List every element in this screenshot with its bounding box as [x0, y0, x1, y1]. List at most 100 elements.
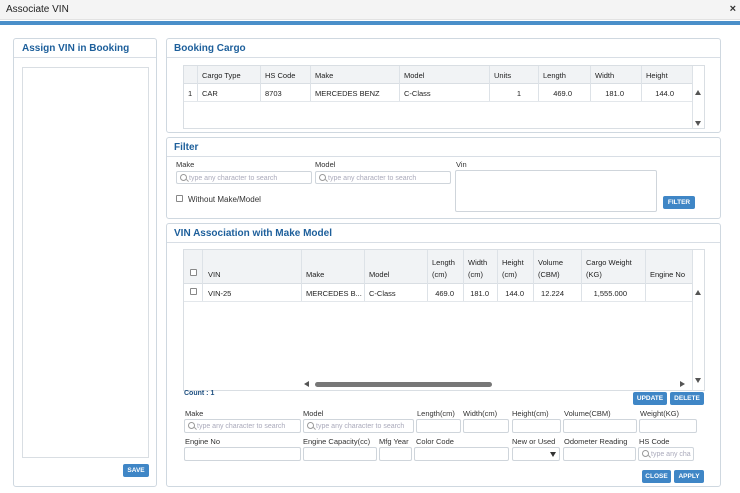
chevron-down-icon	[550, 452, 556, 457]
horizontal-scrollbar-thumb[interactable]	[315, 382, 492, 387]
close-icon[interactable]: ×	[729, 3, 736, 15]
width-input[interactable]	[463, 419, 509, 433]
weight-input[interactable]	[639, 419, 697, 433]
close-button[interactable]: CLOSE	[642, 470, 671, 483]
length-input[interactable]	[416, 419, 461, 433]
height-input[interactable]	[512, 419, 561, 433]
volume-input[interactable]	[563, 419, 637, 433]
select-all-checkbox[interactable]	[190, 269, 197, 276]
height-label: Height(cm)	[512, 409, 549, 418]
booking-cargo-grid: Cargo Type HS Code Make Model Units Leng…	[183, 65, 705, 129]
count-label: Count : 1	[184, 390, 215, 397]
column-header-length[interactable]: Length	[432, 258, 455, 267]
model-label: Model	[315, 160, 336, 169]
search-icon	[642, 450, 649, 457]
column-header-vin[interactable]: VIN	[208, 270, 221, 279]
count-value: 1	[210, 390, 215, 397]
column-header[interactable]: Make	[315, 71, 334, 80]
vin-association-panel: VIN Association with Make Model VIN Make…	[166, 223, 721, 487]
scroll-down-icon[interactable]	[695, 378, 701, 383]
column-header-length-unit: (cm)	[432, 270, 447, 279]
cell-make: MERCEDES BENZ	[315, 89, 380, 98]
odometer-input[interactable]	[563, 447, 636, 461]
cell-height: 144.0	[655, 89, 674, 98]
hs-code-placeholder: type any cha	[651, 451, 691, 458]
column-header[interactable]: Model	[404, 71, 425, 80]
hs-code-label: HS Code	[639, 437, 670, 446]
column-header[interactable]: Length	[543, 71, 566, 80]
column-header-volume[interactable]: Volume	[538, 258, 564, 267]
divider	[167, 242, 720, 243]
apply-button[interactable]: APPLY	[674, 470, 704, 483]
update-button[interactable]: UPDATE	[633, 392, 667, 405]
column-header-height[interactable]: Height	[502, 258, 524, 267]
new-used-select[interactable]	[512, 447, 560, 461]
table-row[interactable]: VIN-25 MERCEDES B... C-Class 469.0 181.0…	[184, 284, 692, 302]
mfg-label: Mfg Year	[379, 437, 409, 446]
cell-model: C-Class	[404, 89, 431, 98]
make-input[interactable]: type any character to search	[184, 419, 301, 433]
without-make-model-checkbox[interactable]	[176, 195, 183, 202]
make-placeholder: type any character to search	[197, 423, 286, 430]
color-input[interactable]	[414, 447, 509, 461]
cell-volume: 12.224	[541, 289, 564, 298]
column-header[interactable]: Cargo Type	[202, 71, 241, 80]
weight-label: Weight(KG)	[640, 409, 680, 418]
model-label: Model	[303, 409, 324, 418]
scroll-up-icon[interactable]	[695, 290, 701, 295]
row-number: 1	[188, 89, 193, 98]
column-header[interactable]: Height	[646, 71, 668, 80]
column-header-height-unit: (cm)	[502, 270, 517, 279]
filter-make-input[interactable]: type any character to search	[176, 171, 312, 184]
window-title: Associate VIN	[6, 4, 69, 15]
scroll-right-icon[interactable]	[680, 381, 685, 387]
column-header-make[interactable]: Make	[306, 270, 325, 279]
window-titlebar: Associate VIN ×	[0, 0, 740, 20]
accent-bar	[0, 21, 740, 25]
column-header-weight-unit: (KG)	[586, 270, 602, 279]
make-label: Make	[185, 409, 204, 418]
mfg-year-input[interactable]	[379, 447, 412, 461]
search-icon	[319, 174, 326, 181]
cell-hs-code: 8703	[265, 89, 282, 98]
engine-input[interactable]	[184, 447, 301, 461]
scroll-left-icon[interactable]	[304, 381, 309, 387]
cell-length: 469.0	[553, 89, 572, 98]
table-row[interactable]: 1 CAR 8703 MERCEDES BENZ C-Class 1 469.0…	[184, 84, 692, 102]
row-checkbox[interactable]	[190, 288, 197, 295]
without-make-model-label: Without Make/Model	[188, 195, 261, 204]
cell-height: 144.0	[505, 289, 524, 298]
hs-code-input[interactable]: type any cha	[638, 447, 694, 461]
search-icon	[307, 422, 314, 429]
column-header-width[interactable]: Width	[468, 258, 488, 267]
odometer-label: Odometer Reading	[564, 437, 628, 446]
save-button[interactable]: SAVE	[123, 464, 149, 477]
scroll-up-icon[interactable]	[695, 90, 701, 95]
scroll-down-icon[interactable]	[695, 121, 701, 126]
filter-panel: Filter Make Model Vin type any character…	[166, 137, 721, 219]
divider	[167, 57, 720, 58]
color-label: Color Code	[416, 437, 454, 446]
capacity-input[interactable]	[303, 447, 377, 461]
filter-button[interactable]: FILTER	[663, 196, 695, 209]
cell-length: 469.0	[435, 289, 454, 298]
capacity-label: Engine Capacity(cc)	[303, 437, 371, 446]
cell-vin: VIN-25	[208, 289, 232, 298]
column-header-volume-unit: (CBM)	[538, 270, 560, 279]
column-header[interactable]: HS Code	[265, 71, 296, 80]
search-icon	[180, 174, 187, 181]
vin-textarea[interactable]	[455, 170, 657, 212]
column-header[interactable]: Units	[494, 71, 512, 80]
vin-list[interactable]	[22, 67, 149, 458]
model-input[interactable]: type any character to search	[303, 419, 414, 433]
column-header-model[interactable]: Model	[369, 270, 390, 279]
assign-vin-panel: Assign VIN in Booking SAVE	[13, 38, 157, 487]
filter-model-input[interactable]: type any character to search	[315, 171, 451, 184]
search-icon	[188, 422, 195, 429]
column-header-engine[interactable]: Engine No	[650, 270, 686, 279]
width-label: Width(cm)	[463, 409, 498, 418]
cell-model: C-Class	[369, 289, 396, 298]
column-header-weight[interactable]: Cargo Weight	[586, 258, 632, 267]
column-header[interactable]: Width	[595, 71, 615, 80]
delete-button[interactable]: DELETE	[670, 392, 704, 405]
